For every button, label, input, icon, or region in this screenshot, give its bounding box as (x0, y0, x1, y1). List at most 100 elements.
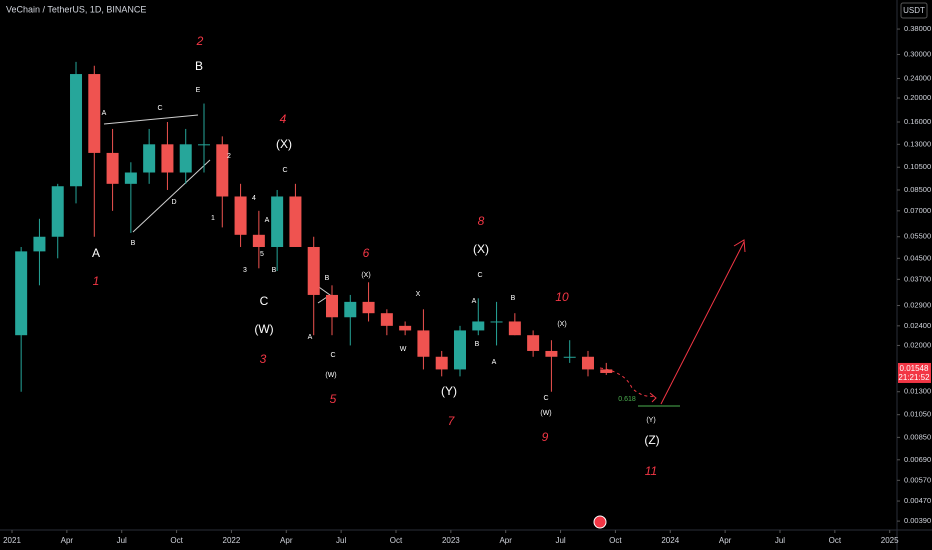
wave-label: 9 (542, 430, 549, 444)
projection-path (599, 367, 656, 397)
y-tick-label: 0.03700 (904, 274, 931, 283)
candle-body (161, 144, 174, 173)
x-tick-label: Jul (117, 536, 127, 545)
wave-label: C (282, 167, 287, 174)
currency-badge[interactable] (900, 2, 928, 19)
y-tick-label: 0.04500 (904, 253, 931, 262)
y-tick-label: 0.16000 (904, 117, 931, 126)
x-tick-label: Apr (61, 536, 74, 545)
x-tick-label: Oct (829, 536, 842, 545)
wave-label: C (330, 352, 335, 359)
chart-title: VeChain / TetherUS, 1D, BINANCE (6, 4, 146, 14)
x-tick-label: 2021 (3, 536, 21, 545)
wave-label: X (416, 291, 421, 298)
candle-body (581, 356, 594, 370)
wave-label: 7 (448, 414, 456, 428)
x-tick-label: Apr (280, 536, 293, 545)
x-tick-label: Jul (775, 536, 785, 545)
candle-body (344, 301, 357, 318)
x-tick-label: 2023 (442, 536, 460, 545)
y-tick-label: 0.00470 (904, 496, 931, 505)
y-tick-label: 0.02400 (904, 321, 931, 330)
wave-label: C (543, 395, 548, 402)
candle-body (508, 321, 521, 336)
x-tick-label: 2022 (223, 536, 241, 545)
wave-label: E (196, 87, 201, 94)
y-tick-label: 0.24000 (904, 73, 931, 82)
wave-label: (Z) (644, 433, 659, 447)
wave-label: 8 (478, 214, 485, 228)
x-tick-label: 2025 (881, 536, 899, 545)
candle-body (106, 152, 119, 184)
candle-body (70, 74, 83, 187)
y-tick-label: 0.38000 (904, 24, 931, 33)
wave-label: A (92, 246, 100, 260)
wave-label: C (260, 294, 269, 308)
projection-arrowhead (649, 392, 657, 403)
target-arrow (660, 241, 745, 405)
wave-label: (W) (540, 410, 551, 417)
wave-label: (W) (254, 322, 273, 336)
candle-body (453, 330, 466, 370)
candle-body (198, 144, 211, 146)
y-tick-label: 0.08500 (904, 185, 931, 194)
candle-body (545, 350, 558, 357)
x-tick-label: Jul (336, 536, 346, 545)
candle-body (234, 196, 247, 235)
candle-body (307, 246, 320, 295)
candle-body (527, 335, 540, 351)
event-icon[interactable] (593, 515, 607, 529)
wave-label: B (195, 59, 203, 73)
wave-label: (X) (557, 321, 566, 328)
countdown: 21:21:52 (898, 373, 930, 382)
y-tick-label: 0.00390 (904, 516, 931, 525)
wave-label: 11 (645, 464, 657, 478)
price-tag (898, 362, 931, 383)
wave-label: 1 (93, 274, 100, 288)
wave-label: (X) (361, 272, 370, 279)
wave-label: 1 (211, 215, 215, 222)
y-tick-label: 0.02900 (904, 301, 931, 310)
wave-label: 4 (280, 112, 287, 126)
x-tick-label: Oct (390, 536, 403, 545)
candle-body (124, 172, 137, 184)
y-tick-label: 0.01050 (904, 410, 931, 419)
target-arrowhead (733, 239, 746, 253)
y-tick-label: 0.20000 (904, 93, 931, 102)
wave-label: (X) (276, 137, 292, 151)
y-tick-label: 0.30000 (904, 49, 931, 58)
wave-label: 5 (260, 251, 264, 258)
candle-body (600, 369, 613, 373)
candle-body (563, 356, 576, 358)
candle-body (490, 321, 503, 323)
y-tick-label: 0.00690 (904, 455, 931, 464)
wave-label: A (492, 359, 497, 366)
candle-body (362, 301, 375, 314)
candle-body (179, 144, 192, 173)
y-tick-label: 0.00570 (904, 475, 931, 484)
x-tick-label: Oct (170, 536, 183, 545)
candle-body (33, 236, 46, 252)
wave-label: A (102, 110, 107, 117)
wave-label: B (475, 341, 480, 348)
currency-label: USDT (903, 6, 925, 15)
wave-label: 2 (227, 153, 231, 160)
wave-label: C (157, 105, 162, 112)
y-tick-label: 0.02000 (904, 340, 931, 349)
candle-body (88, 74, 101, 153)
wave-label: W (400, 346, 407, 353)
candle-body (143, 144, 156, 173)
wave-label: 5 (330, 392, 337, 406)
y-tick-label: 0.13000 (904, 139, 931, 148)
wave-label: C (477, 272, 482, 279)
wave-label: 3 (243, 267, 247, 274)
wave-label: B (272, 267, 277, 274)
candle-body (289, 196, 302, 247)
wave-label: (X) (473, 242, 489, 256)
candle-body (472, 321, 485, 331)
candle-body (417, 330, 430, 357)
y-tick-label: 0.10500 (904, 162, 931, 171)
